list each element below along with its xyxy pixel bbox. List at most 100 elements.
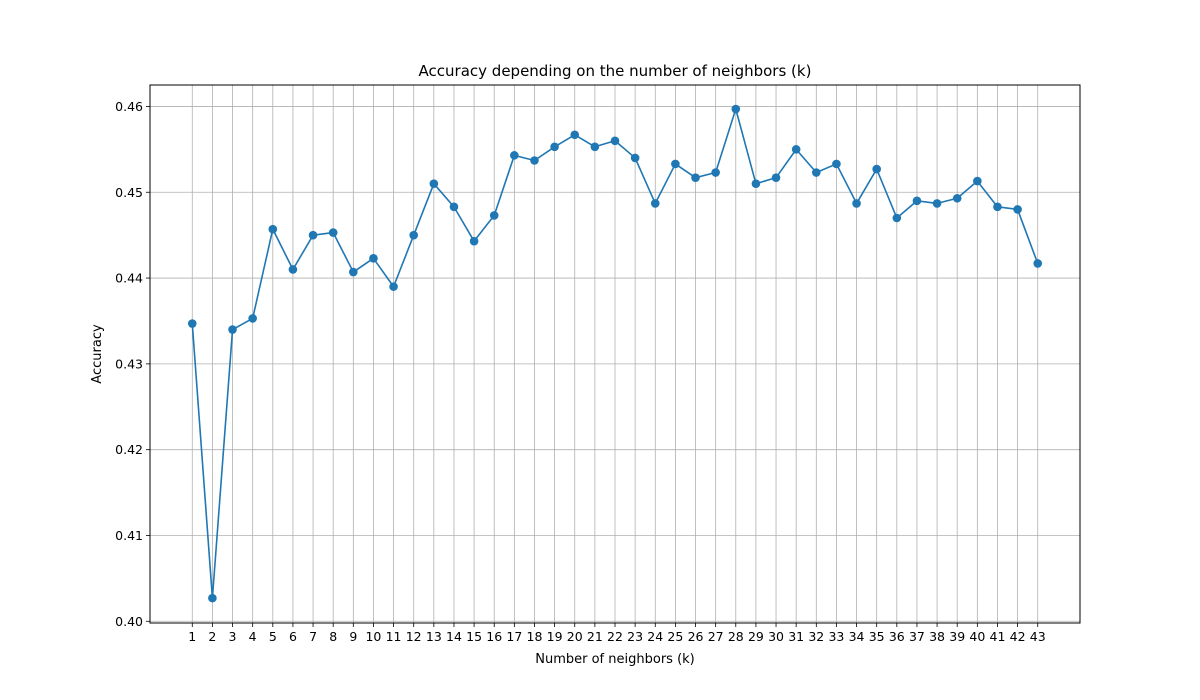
- x-tick-label: 34: [849, 629, 865, 644]
- x-tick-label: 1: [188, 629, 196, 644]
- data-point: [650, 199, 660, 208]
- data-point: [208, 593, 217, 603]
- x-tick-label: 4: [249, 629, 257, 644]
- x-tick-label: 23: [627, 629, 643, 644]
- grid-lines: [150, 85, 1080, 623]
- data-point: [872, 164, 881, 174]
- data-point: [993, 202, 1002, 212]
- data-point: [751, 179, 761, 188]
- data-point: [711, 168, 720, 177]
- x-tick-label: 42: [1010, 629, 1026, 644]
- x-tick-label: 15: [466, 629, 482, 644]
- x-tick-label: 32: [808, 629, 824, 644]
- x-tick-label: 38: [929, 629, 945, 644]
- x-tick-label: 40: [969, 629, 985, 644]
- y-tick-label: 0.45: [115, 185, 143, 200]
- data-point: [892, 213, 902, 223]
- x-tick-label: 28: [728, 629, 744, 644]
- data-point: [187, 319, 197, 328]
- x-tick-label: 24: [647, 629, 663, 644]
- data-point: [630, 153, 640, 163]
- x-tick-label: 19: [547, 629, 563, 644]
- data-point: [489, 211, 499, 220]
- x-tick-label: 22: [607, 629, 623, 644]
- x-tick-label: 39: [949, 629, 965, 644]
- data-point: [811, 168, 821, 177]
- data-point: [389, 282, 398, 291]
- x-tick-label: 17: [506, 629, 522, 644]
- x-tick-label: 20: [567, 629, 583, 644]
- x-tick-label: 35: [869, 629, 885, 644]
- data-point: [1033, 259, 1043, 268]
- x-tick-label: 6: [289, 629, 297, 644]
- y-axis-label: Accuracy: [90, 324, 105, 384]
- y-tick-label: 0.43: [115, 356, 143, 371]
- data-point: [912, 196, 922, 206]
- x-tick-label: 14: [446, 629, 462, 644]
- data-point: [691, 173, 700, 182]
- data-point: [530, 156, 539, 165]
- series-markers: [187, 104, 1043, 603]
- data-point: [349, 267, 358, 277]
- x-tick-label: 10: [365, 629, 381, 644]
- data-point: [228, 325, 237, 334]
- data-point: [731, 104, 741, 114]
- x-tick-label: 41: [990, 629, 1006, 644]
- x-tick-label: 27: [708, 629, 724, 644]
- y-tick-label: 0.46: [115, 99, 143, 114]
- x-tick-label: 5: [269, 629, 277, 644]
- x-tick-label: 26: [688, 629, 704, 644]
- data-point: [791, 145, 801, 154]
- data-point: [973, 176, 982, 186]
- x-tick-label: 37: [909, 629, 925, 644]
- data-point: [248, 314, 257, 323]
- x-axis-ticks: 1 2 3 4 5 6 7 8 9 10 11 12 13 14 15 16 17 18 19 20 21 22 23 24 2…: [188, 623, 1046, 644]
- x-tick-label: 29: [748, 629, 764, 644]
- data-point: [288, 265, 298, 274]
- data-point: [832, 159, 841, 169]
- x-axis-label: Number of neighbors (k): [535, 652, 695, 667]
- x-tick-label: 43: [1030, 629, 1046, 644]
- y-axis-ticks: 0.40 0.41 0.42 0.43 0.44 0.45 0.46: [115, 99, 150, 629]
- data-point: [771, 173, 781, 182]
- data-point: [590, 142, 600, 152]
- x-tick-label: 12: [406, 629, 422, 644]
- data-point: [469, 236, 479, 246]
- data-point: [550, 142, 559, 152]
- x-tick-label: 3: [229, 629, 237, 644]
- data-point: [610, 136, 620, 146]
- data-point: [268, 224, 278, 234]
- x-tick-label: 30: [768, 629, 784, 644]
- data-point: [328, 228, 338, 237]
- x-tick-label: 31: [788, 629, 804, 644]
- data-point: [510, 151, 519, 160]
- data-point: [308, 230, 318, 240]
- x-tick-label: 13: [426, 629, 442, 644]
- data-point: [1013, 205, 1022, 214]
- x-tick-label: 18: [527, 629, 543, 644]
- y-tick-label: 0.44: [115, 271, 143, 286]
- x-tick-label: 16: [486, 629, 502, 644]
- x-tick-label: 11: [386, 629, 402, 644]
- y-tick-label: 0.40: [115, 614, 143, 629]
- chart-title: Accuracy depending on the number of neig…: [419, 62, 812, 80]
- data-point: [429, 179, 439, 188]
- x-tick-label: 9: [349, 629, 357, 644]
- data-point: [952, 193, 962, 203]
- data-point: [671, 159, 680, 169]
- data-point: [932, 199, 942, 208]
- x-tick-label: 33: [828, 629, 844, 644]
- data-point: [449, 202, 459, 212]
- data-point: [570, 130, 580, 140]
- x-tick-label: 21: [587, 629, 603, 644]
- data-point: [852, 199, 861, 208]
- x-tick-label: 25: [667, 629, 683, 644]
- y-tick-label: 0.41: [115, 528, 143, 543]
- x-tick-label: 36: [889, 629, 905, 644]
- x-tick-label: 8: [329, 629, 337, 644]
- x-tick-label: 7: [309, 629, 317, 644]
- data-point: [369, 254, 378, 263]
- y-tick-label: 0.42: [115, 442, 143, 457]
- data-point: [409, 230, 419, 240]
